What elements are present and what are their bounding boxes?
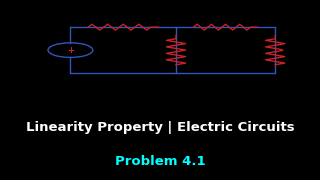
Text: i₀: i₀ — [298, 44, 303, 52]
Text: Problem 4.1: Problem 4.1 — [115, 155, 205, 168]
Text: +: + — [67, 46, 74, 55]
Text: Linearity Property | Electric Circuits: Linearity Property | Electric Circuits — [26, 121, 294, 134]
Text: 3Ω: 3Ω — [288, 51, 299, 59]
Text: 1v: 1v — [33, 59, 44, 67]
Text: Calculate the current i₀ in the circuit of Fig. What does this current become wh: Calculate the current i₀ in the circuit … — [10, 1, 302, 14]
Text: 1Ω: 1Ω — [114, 10, 126, 18]
Text: 5Ω: 5Ω — [217, 10, 228, 18]
Text: 8Ω: 8Ω — [192, 51, 203, 59]
